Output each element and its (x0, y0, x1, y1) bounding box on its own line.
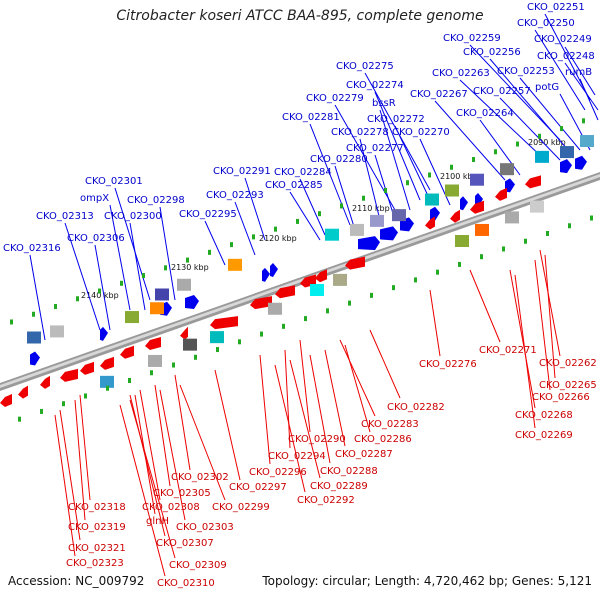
gene-label: CKO_02281 (282, 112, 340, 123)
tick-2110: 2110 kbp (352, 204, 390, 213)
gene-label: CKO_02303 (176, 522, 234, 533)
gene-label: potG (535, 82, 559, 93)
tick-2100: 2100 kbp (440, 172, 478, 181)
gene-label: CKO_02280 (310, 154, 368, 165)
gene-label: ompX (80, 193, 109, 204)
gene-label: CKO_02285 (265, 180, 323, 191)
gene-label: glnH (146, 516, 169, 527)
genome-info-text: Topology: circular; Length: 4,720,462 bp… (262, 574, 592, 588)
gene-label: CKO_02295 (179, 209, 237, 220)
gene-label: rumB (565, 67, 592, 78)
gene-label: CKO_02287 (335, 449, 393, 460)
gene-features (0, 118, 594, 422)
gene-label: CKO_02296 (249, 467, 307, 478)
gene-label: CKO_02284 (274, 167, 332, 178)
tick-2130: 2130 kbp (171, 263, 209, 272)
gene-label: CKO_02291 (213, 166, 271, 177)
gene-label: CKO_02272 (367, 114, 425, 125)
gene-label: CKO_02302 (171, 472, 229, 483)
accession-text: Accession: NC_009792 (8, 574, 145, 588)
gene-label: CKO_02294 (268, 451, 326, 462)
gene-label: CKO_02313 (36, 211, 94, 222)
gene-label: CKO_02282 (387, 402, 445, 413)
gene-label: CKO_02321 (68, 543, 126, 554)
gene-label: CKO_02263 (432, 68, 490, 79)
tick-2090: 2090 kbp (528, 138, 566, 147)
gene-label: CKO_02256 (463, 47, 521, 58)
gene-label: CKO_02277 (346, 143, 404, 154)
gene-label: CKO_02276 (419, 359, 477, 370)
gene-label: CKO_02275 (336, 61, 394, 72)
gene-label: CKO_02265 (539, 380, 597, 391)
gene-label: CKO_02283 (361, 419, 419, 430)
gene-label: CKO_02269 (515, 430, 573, 441)
gene-label: CKO_02289 (310, 481, 368, 492)
gene-label: CKO_02278 (331, 127, 389, 138)
gene-label: CKO_02290 (288, 434, 346, 445)
gene-label: CKO_02316 (3, 243, 61, 254)
gene-label: CKO_02323 (66, 558, 124, 569)
forward-gene-labels: CKO_02251 CKO_02250 CKO_02259 CKO_02249 … (3, 2, 595, 254)
gene-label: CKO_02299 (212, 502, 270, 513)
gene-label: CKO_02286 (354, 434, 412, 445)
gene-label: CKO_02253 (497, 66, 555, 77)
gene-label: CKO_02264 (456, 108, 514, 119)
reverse-leader-lines (54, 249, 561, 577)
forward-leader-lines (29, 13, 599, 341)
gene-label: CKO_02251 (527, 2, 585, 13)
gene-label: CKO_02308 (142, 502, 200, 513)
gene-label: CKO_02248 (537, 51, 595, 62)
gene-label: CKO_02270 (392, 127, 450, 138)
gene-label: CKO_02310 (157, 578, 215, 589)
gene-label: CKO_02292 (297, 495, 355, 506)
map-title: Citrobacter koseri ATCC BAA-895, complet… (116, 8, 484, 24)
gene-label: CKO_02298 (127, 195, 185, 206)
gene-label: CKO_02309 (169, 560, 227, 571)
gene-label: CKO_02268 (515, 410, 573, 421)
gene-label: CKO_02306 (67, 233, 125, 244)
gene-label: CKO_02288 (320, 466, 378, 477)
tick-2120: 2120 kbp (259, 234, 297, 243)
gene-label: CKO_02271 (479, 345, 537, 356)
gene-label: CKO_02266 (532, 392, 590, 403)
gene-label: CKO_02305 (153, 488, 211, 499)
gene-label: CKO_02318 (68, 502, 126, 513)
gene-label: CKO_02274 (346, 80, 404, 91)
gene-label: CKO_02259 (443, 33, 501, 44)
gene-label: CKO_02300 (104, 211, 162, 222)
gene-label: bssR (372, 98, 396, 109)
gene-label: CKO_02267 (410, 89, 468, 100)
tick-2140: 2140 kbp (81, 291, 119, 300)
gene-label: CKO_02279 (306, 93, 364, 104)
gene-label: CKO_02250 (517, 18, 575, 29)
gene-label: CKO_02319 (68, 522, 126, 533)
gene-label: CKO_02293 (206, 190, 264, 201)
genome-backbone (0, 172, 600, 391)
gene-label: CKO_02307 (156, 538, 214, 549)
gene-label: CKO_02262 (539, 358, 597, 369)
gene-label: CKO_02249 (534, 34, 592, 45)
reverse-gene-labels: CKO_02271 CKO_02262 CKO_02276 CKO_02265 … (66, 345, 597, 589)
gene-label: CKO_02257 (473, 86, 531, 97)
gene-label: CKO_02297 (229, 482, 287, 493)
gene-label: CKO_02301 (85, 176, 143, 187)
